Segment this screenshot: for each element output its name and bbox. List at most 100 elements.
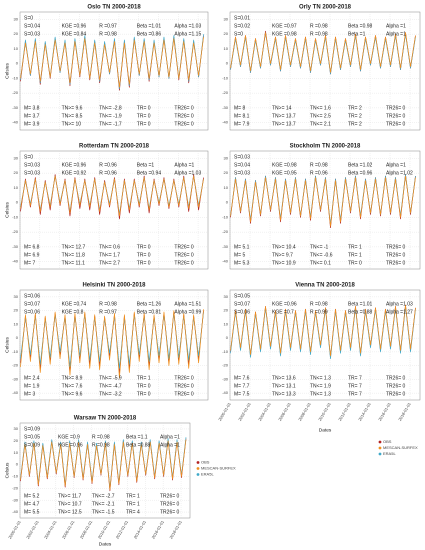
legend-label: MESCAN-SURFEX (383, 445, 418, 450)
stat-text: R =0.98 (92, 434, 110, 440)
x-tick-label: 2006-01-01 (277, 401, 292, 422)
stat-text: R =0.98 (92, 442, 110, 448)
x-tick-label: 2004-01-01 (43, 519, 58, 540)
stat-text: TR26= 0 (386, 113, 406, 119)
stat-text: M= 4.7 (24, 501, 40, 507)
series-line (20, 175, 204, 217)
stat-text: Beta =0.98 (348, 23, 373, 29)
stat-text: TR26= 0 (174, 121, 194, 127)
y-tick-label: 30 (14, 426, 19, 431)
stat-text: Alpha =1 (386, 23, 406, 29)
stat-text: M= 7 (24, 260, 35, 266)
x-tick-label: 2016-01-01 (150, 519, 165, 540)
stat-text: S=0.01 (234, 15, 250, 21)
x-tick-label: 2010-01-01 (97, 519, 112, 540)
stat-text: KGE =0.84 (62, 31, 87, 37)
stat-text: S=0.05 (234, 293, 250, 299)
stat-text: TN<= 0.6 (99, 244, 120, 250)
y-tick-label: 20 (224, 170, 229, 175)
stat-text: TR= 1 (348, 244, 362, 250)
stat-text: TN>= 13.3 (272, 391, 296, 397)
x-tick-label: 2004-01-01 (257, 401, 272, 422)
stat-text: S=0.04 (234, 162, 250, 168)
stat-text: TN>= 9.6 (62, 391, 83, 397)
y-tick-label: -30 (12, 105, 19, 110)
panel-title: Vienna TN 2000-2018 (295, 283, 355, 289)
stat-text: Beta =1.02 (348, 162, 373, 168)
stat-text: R =0.98 (310, 31, 328, 37)
stat-text: TN>= 10.9 (272, 260, 296, 266)
stat-text: TN>= 13.7 (272, 113, 296, 119)
stat-text: KGE =0.92 (62, 170, 87, 176)
stat-text: TN<= -3.2 (99, 391, 122, 397)
y-tick-label: -40 (12, 509, 19, 514)
y-tick-label: -30 (222, 376, 229, 381)
stat-text: TN<= 1.7 (99, 252, 120, 258)
series-line (20, 37, 204, 88)
stat-text: M= 3.8 (24, 105, 40, 111)
stat-text: TN<= -2.7 (92, 493, 115, 499)
y-tick-label: 0 (226, 61, 229, 66)
legend-label: OBS (201, 460, 210, 465)
stat-text: M= 3 (24, 391, 35, 397)
stat-text: S=0.04 (24, 23, 40, 29)
stat-text: TN>= 12.7 (62, 244, 86, 250)
stat-text: KGE =0.98 (272, 31, 297, 37)
stat-text: M= 7.9 (234, 121, 250, 127)
stat-text: TR26= 0 (174, 391, 194, 397)
legend-label: OBS (383, 439, 392, 444)
y-tick-label: 10 (14, 450, 19, 455)
stat-text: Alpha =1.27 (386, 309, 413, 315)
stat-text: KGE =0.74 (62, 301, 87, 307)
legend-marker (196, 473, 200, 476)
stat-text: TR= 0 (137, 244, 151, 250)
stat-text: M= 5 (234, 252, 245, 258)
stat-text: M= 7.5 (234, 391, 250, 397)
y-tick-label: -20 (12, 229, 19, 234)
stat-text: S=0.07 (24, 301, 40, 307)
stat-text: TR= 0 (137, 391, 151, 397)
stat-text: R =0.96 (310, 170, 328, 176)
stat-text: S=0.03 (234, 170, 250, 176)
y-tick-label: -30 (222, 105, 229, 110)
stat-text: M= 6.9 (24, 252, 40, 258)
stat-text: S=0.03 (24, 170, 40, 176)
stat-text: M= 3.7 (24, 113, 40, 119)
legend-label: MESCAN-SURFEX (201, 466, 236, 471)
stat-text: KGE =0.95 (272, 170, 297, 176)
stat-text: S=0.02 (234, 23, 250, 29)
stat-text: TN<= -1.5 (92, 509, 115, 515)
stat-text: TR= 1 (126, 493, 140, 499)
y-tick-label: 30 (224, 155, 229, 160)
stat-text: TN<= -2.1 (92, 501, 115, 507)
stat-text: TR= 0 (137, 105, 151, 111)
stat-text: Alpha =1.03 (174, 170, 201, 176)
x-tick-label: 2010-01-01 (317, 401, 332, 422)
stat-text: S=0 (24, 15, 33, 21)
stat-text: TR26= 0 (386, 391, 406, 397)
stat-text: KGE =0.96 (62, 23, 87, 29)
series-line (20, 439, 187, 490)
y-tick-label: -10 (222, 214, 229, 219)
stat-text: S=0.07 (234, 301, 250, 307)
stat-text: KGE =0.8 (62, 309, 84, 315)
y-tick-label: 0 (16, 335, 19, 340)
y-tick-label: -20 (222, 363, 229, 368)
y-tick-label: -40 (12, 390, 19, 395)
stat-text: TN<= -1.7 (99, 121, 122, 127)
y-tick-label: 20 (14, 31, 19, 36)
stat-text: TN<= 2.7 (99, 260, 120, 266)
stat-text: TR= 4 (126, 509, 140, 515)
panel-title: Orly TN 2000-2018 (299, 5, 352, 11)
stat-text: R =0.97 (99, 309, 117, 315)
stat-text: TR26= 0 (386, 375, 406, 381)
plot-area (229, 289, 421, 401)
plot-area (229, 150, 421, 270)
stat-text: R =0.98 (310, 23, 328, 29)
stat-text: Beta =0.94 (137, 170, 162, 176)
stat-text: TR26= 0 (174, 105, 194, 111)
stat-text: TR= 0 (348, 260, 362, 266)
stat-text: S=0.09 (24, 442, 40, 448)
stat-text: KGE =0.96 (272, 301, 297, 307)
stat-text: TN>= 13.7 (272, 121, 296, 127)
